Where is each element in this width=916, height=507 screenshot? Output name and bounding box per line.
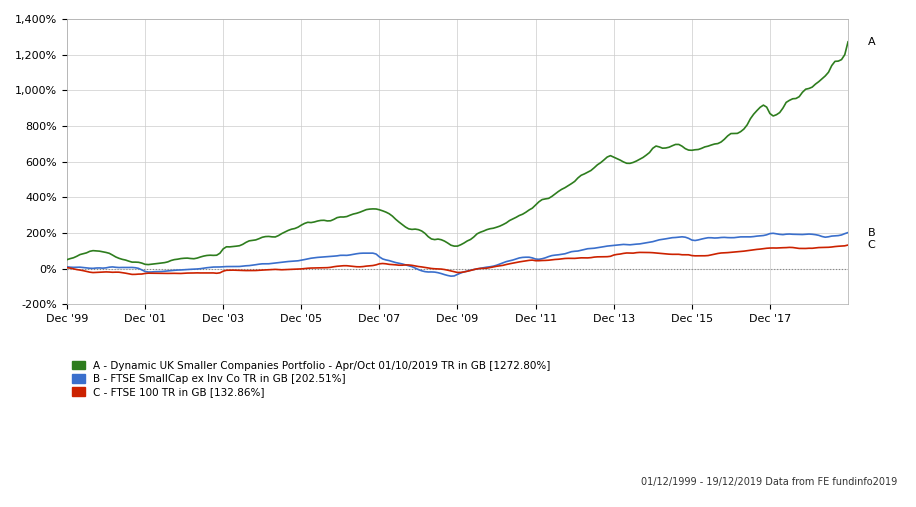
Text: A: A xyxy=(867,37,875,47)
Text: C: C xyxy=(867,240,876,250)
Text: B: B xyxy=(867,228,875,238)
Legend: A - Dynamic UK Smaller Companies Portfolio - Apr/Oct 01/10/2019 TR in GB [1272.8: A - Dynamic UK Smaller Companies Portfol… xyxy=(72,361,551,397)
Text: 01/12/1999 - 19/12/2019 Data from FE fundinfo2019: 01/12/1999 - 19/12/2019 Data from FE fun… xyxy=(641,477,898,487)
